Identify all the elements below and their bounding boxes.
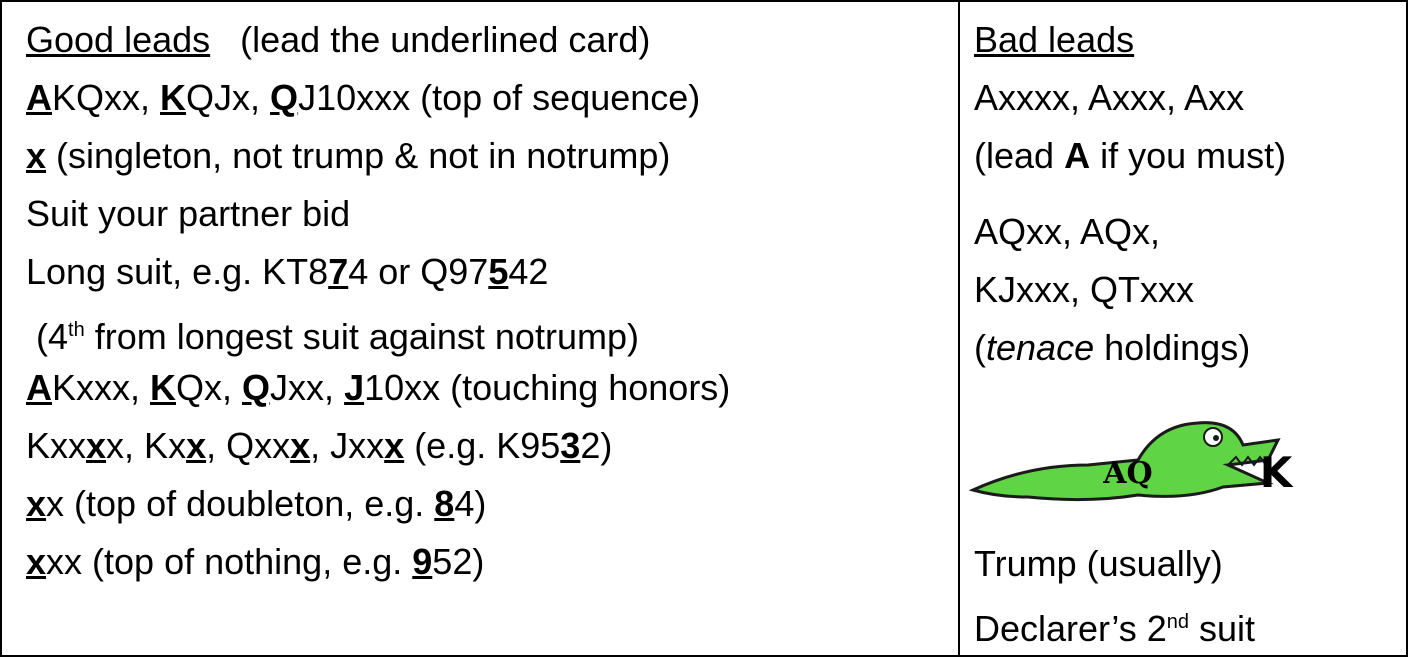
text-run: Long suit, e.g. KT8 — [26, 251, 329, 292]
text-run: Q — [270, 77, 299, 118]
line: (tenace holdings) — [974, 326, 1250, 370]
right-column — [958, 0, 1408, 657]
text-run: x — [86, 425, 107, 466]
line: (lead A if you must) — [974, 134, 1286, 178]
text-run: 52) — [432, 541, 485, 582]
text-run: 2) — [580, 425, 613, 466]
text-run: Trump (usually) — [974, 543, 1223, 584]
line: Bad leads — [974, 18, 1134, 62]
text-run: x — [26, 541, 47, 582]
image-label: AQ — [1102, 456, 1152, 491]
text-run: J10xxx (top of sequence) — [298, 77, 701, 118]
text-run: ( — [974, 327, 986, 368]
line: (4th from longest suit against notrump) — [26, 308, 639, 359]
text-run: Suit your partner bid — [26, 193, 351, 234]
line: Kxxxx, Kxx, Qxxx, Jxxx (e.g. K9532) — [26, 424, 612, 468]
text-run: J — [344, 367, 365, 408]
text-run: 9 — [412, 541, 433, 582]
text-run: Bad leads — [974, 19, 1135, 60]
text-run: x, Kx — [106, 425, 187, 466]
pupil — [1213, 435, 1219, 441]
line: Long suit, e.g. KT874 or Q97542 — [26, 250, 548, 294]
text-run: suit — [1189, 608, 1256, 649]
text-run: x (top of doubleton, e.g. — [46, 483, 435, 524]
text-run: 7 — [328, 251, 349, 292]
text-run: , Qxx — [206, 425, 291, 466]
text-run: Q — [242, 367, 271, 408]
text-run: x — [26, 135, 47, 176]
line: Good leads (lead the underlined card) — [26, 18, 650, 62]
line: xx (top of doubleton, e.g. 84) — [26, 482, 486, 526]
text-run: (4 — [26, 316, 69, 357]
line: KJxxx, QTxxx — [974, 268, 1194, 312]
line: Trump (usually) — [974, 542, 1223, 586]
alligator-image: AQ K — [968, 421, 1294, 502]
text-run: Declarer’s 2 — [974, 608, 1167, 649]
text-run: 42 — [508, 251, 549, 292]
text-run: 4 or Q97 — [348, 251, 489, 292]
text-run: KJxxx, QTxxx — [974, 269, 1195, 310]
text-run: 5 — [488, 251, 509, 292]
text-run: Kxx — [26, 425, 87, 466]
text-run: x — [290, 425, 311, 466]
line: AKQxx, KQJx, QJ10xxx (top of sequence) — [26, 76, 700, 120]
line: AKxxx, KQx, QJxx, J10xx (touching honors… — [26, 366, 730, 410]
text-run: x — [26, 483, 47, 524]
text-run: AQxx, AQx, — [974, 211, 1161, 252]
text-run: Good leads — [26, 19, 211, 60]
superscript: nd — [1166, 611, 1189, 633]
text-run: 8 — [434, 483, 455, 524]
text-run: Kxxx, — [52, 367, 151, 408]
text-run: 4) — [454, 483, 487, 524]
text-run: Jxx, — [270, 367, 345, 408]
text-run: Qx, — [176, 367, 243, 408]
text-run: K — [150, 367, 177, 408]
text-run: x — [384, 425, 405, 466]
image-label: K — [1260, 448, 1294, 497]
text-run: (singleton, not trump & not in notrump) — [46, 135, 671, 176]
line: Suit your partner bid — [26, 192, 350, 236]
line: Axxxx, Axxx, Axx — [974, 76, 1244, 120]
text-run: , Jxx — [310, 425, 385, 466]
eye — [1203, 427, 1223, 447]
line: xxx (top of nothing, e.g. 952) — [26, 540, 484, 584]
teeth — [1227, 455, 1267, 467]
line: Declarer’s 2nd suit — [974, 600, 1255, 651]
text-run: A — [26, 77, 52, 118]
text-run: 10xx (touching honors) — [364, 367, 731, 408]
text-run: (e.g. K95 — [404, 425, 561, 466]
text-run: Axxxx, Axxx, Axx — [974, 77, 1245, 118]
text-run: 3 — [560, 425, 581, 466]
text-run: (lead — [974, 135, 1065, 176]
superscript: th — [68, 319, 85, 341]
line: AQxx, AQx, — [974, 210, 1160, 254]
text-run: (lead the underlined card) — [210, 19, 651, 60]
text-run: tenace — [986, 327, 1095, 368]
text-run: from longest suit against notrump) — [84, 316, 639, 357]
text-run: xx (top of nothing, e.g. — [46, 541, 413, 582]
text-run: A — [1064, 135, 1091, 176]
text-run: K — [160, 77, 187, 118]
text-run: if you must) — [1090, 135, 1287, 176]
text-run: holdings) — [1094, 327, 1251, 368]
text-run: A — [26, 367, 52, 408]
text-run: QJx, — [186, 77, 271, 118]
text-run: x — [186, 425, 207, 466]
line: x (singleton, not trump & not in notrump… — [26, 134, 670, 178]
text-run: KQxx, — [52, 77, 161, 118]
alligator — [968, 421, 1281, 502]
